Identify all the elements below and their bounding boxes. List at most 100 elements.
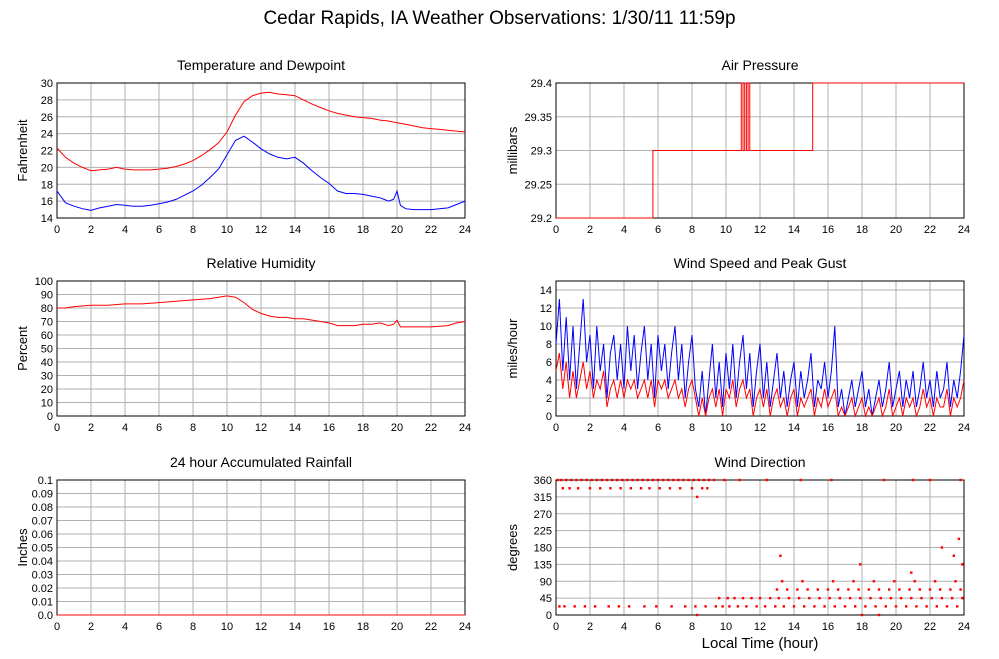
dir-series-0-point	[786, 588, 789, 591]
rh-y-tick-label: 50	[41, 344, 53, 356]
temp-x-tick-label: 10	[221, 224, 233, 236]
dir-series-0-point	[823, 605, 826, 608]
dir-series-0-point	[933, 580, 937, 583]
rh-y-tick-label: 10	[41, 398, 53, 410]
rh-x-tick-label: 24	[459, 422, 471, 434]
rain-y-tick-label: 0.01	[32, 597, 53, 609]
dir-series-0-point	[843, 605, 847, 608]
dir-series-0-point	[961, 563, 964, 566]
dir-series-0-point	[605, 478, 609, 482]
dir-series-0-point	[910, 596, 913, 600]
dir-series-0-point	[631, 478, 634, 482]
dir-series-0-point	[940, 596, 944, 600]
dir-series-0-point	[848, 596, 852, 600]
rain-x-tick-label: 16	[323, 621, 335, 633]
dir-series-0-point	[935, 605, 938, 608]
rh-series-0-line	[57, 295, 466, 328]
press-x-tick-label: 6	[655, 224, 661, 236]
rh-y-axis-label: Percent	[15, 326, 30, 371]
rh-x-tick-label: 2	[88, 422, 94, 434]
dir-series-0-point	[828, 596, 831, 600]
wind-x-tick-label: 16	[822, 422, 834, 434]
dir-y-tick-label: 180	[534, 543, 552, 555]
dir-series-0-point	[721, 605, 724, 608]
dir-series-0-point	[593, 605, 597, 608]
dir-series-0-point	[704, 605, 707, 608]
dir-x-tick-label: 8	[689, 621, 695, 633]
dir-series-0-point	[745, 605, 748, 608]
temp-chart-title: Temperature and Dewpoint	[177, 57, 345, 73]
rain-x-tick-label: 4	[122, 621, 128, 633]
temp-x-tick-label: 14	[289, 224, 301, 236]
dir-series-0-point	[588, 487, 592, 490]
wind-series-0-line	[555, 298, 965, 417]
rain-x-tick-label: 6	[156, 621, 162, 633]
rain-y-tick-label: 0.0	[38, 610, 53, 622]
dir-series-0-point	[583, 605, 587, 608]
dir-x-tick-label: 0	[553, 621, 559, 633]
dir-series-0-point	[629, 487, 632, 490]
dir-series-0-point	[580, 478, 583, 482]
dir-series-0-point	[736, 605, 740, 608]
dir-series-0-point	[690, 487, 694, 490]
dir-plot-frame	[555, 479, 965, 616]
dir-series-0-point	[697, 478, 700, 482]
dir-series-0-point	[558, 605, 561, 608]
dir-y-tick-label: 90	[540, 576, 552, 588]
dir-series-0-point	[775, 588, 779, 591]
wind-plot-frame	[555, 280, 965, 417]
dir-series-0-point	[672, 478, 675, 482]
dir-series-0-point	[803, 605, 806, 608]
press-x-tick-label: 0	[553, 224, 559, 236]
dir-series-0-point	[915, 605, 918, 608]
dir-y-tick-label: 270	[534, 509, 552, 521]
dir-series-0-point	[556, 478, 559, 482]
temp-y-tick-label: 16	[41, 196, 53, 208]
wind-x-tick-label: 6	[655, 422, 661, 434]
dir-series-0-point	[893, 580, 896, 583]
press-x-tick-label: 20	[890, 224, 902, 236]
dir-y-tick-label: 45	[540, 593, 552, 605]
dir-series-0-point	[905, 605, 908, 608]
dir-series-0-point	[626, 478, 629, 482]
dir-x-tick-label: 24	[958, 621, 970, 633]
dir-series-0-point	[600, 478, 604, 482]
wind-x-tick-label: 20	[890, 422, 902, 434]
wind-y-tick-label: 4	[546, 375, 552, 387]
dir-series-0-point	[780, 580, 784, 583]
rain-x-tick-label: 0	[54, 621, 60, 633]
rh-x-tick-label: 0	[54, 422, 60, 434]
dir-series-0-point	[869, 596, 872, 600]
dir-series-0-point	[888, 588, 891, 591]
dir-series-0-point	[959, 478, 962, 482]
dir-series-0-point	[769, 596, 772, 600]
rh-y-tick-label: 60	[41, 330, 53, 342]
dir-series-0-point	[879, 596, 882, 600]
dir-series-0-point	[609, 487, 612, 490]
temp-x-tick-label: 6	[156, 224, 162, 236]
temp-series-1-line	[56, 135, 466, 211]
press-x-tick-label: 4	[621, 224, 627, 236]
temp-x-tick-label: 4	[122, 224, 128, 236]
wind-y-tick-label: 10	[540, 321, 552, 333]
dir-x-tick-label: 10	[720, 621, 732, 633]
rain-x-tick-label: 2	[88, 621, 94, 633]
dir-series-0-point	[774, 605, 777, 608]
rain-y-tick-label: 0.1	[38, 475, 53, 487]
rain-x-tick-label: 22	[425, 621, 437, 633]
dir-series-0-point	[928, 478, 932, 482]
dir-series-0-point	[884, 605, 887, 608]
dir-series-0-point	[619, 487, 622, 490]
dir-series-0-point	[585, 478, 588, 482]
dir-series-0-point	[763, 605, 767, 608]
wind-x-tick-label: 22	[924, 422, 936, 434]
dir-series-0-point	[877, 588, 881, 591]
dir-series-0-point	[668, 487, 672, 490]
wind-x-tick-label: 4	[621, 422, 627, 434]
rh-x-tick-label: 12	[255, 422, 267, 434]
rh-y-tick-label: 20	[41, 384, 53, 396]
dir-series-0-point	[949, 588, 952, 591]
dir-series-0-point	[940, 546, 944, 549]
rh-chart-title: Relative Humidity	[207, 255, 316, 271]
